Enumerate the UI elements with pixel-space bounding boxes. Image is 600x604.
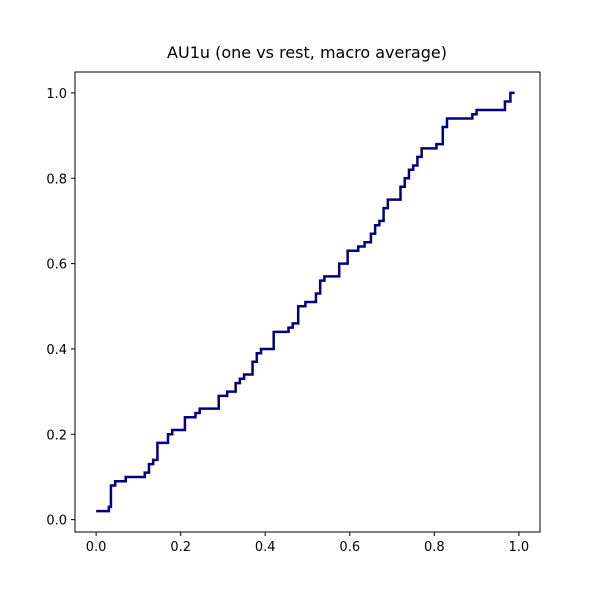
x-tick-label: 0.8 bbox=[424, 540, 445, 555]
roc-line bbox=[96, 91, 515, 513]
y-tick-label: 0.4 bbox=[46, 343, 67, 358]
y-tick-label: 0.0 bbox=[46, 514, 67, 529]
x-tick-label: 0.2 bbox=[170, 540, 191, 555]
chart-title: AU1u (one vs rest, macro average) bbox=[167, 43, 447, 62]
x-tick-label: 0.4 bbox=[255, 540, 276, 555]
y-tick-label: 0.8 bbox=[46, 172, 67, 187]
y-tick-label: 0.2 bbox=[46, 428, 67, 443]
y-tick-label: 1.0 bbox=[46, 87, 67, 102]
x-tick-label: 0.6 bbox=[339, 540, 360, 555]
x-tick-label: 0.0 bbox=[86, 540, 107, 555]
axes-frame bbox=[74, 71, 541, 533]
x-tick-label: 1.0 bbox=[509, 540, 530, 555]
y-tick-label: 0.6 bbox=[46, 258, 67, 273]
